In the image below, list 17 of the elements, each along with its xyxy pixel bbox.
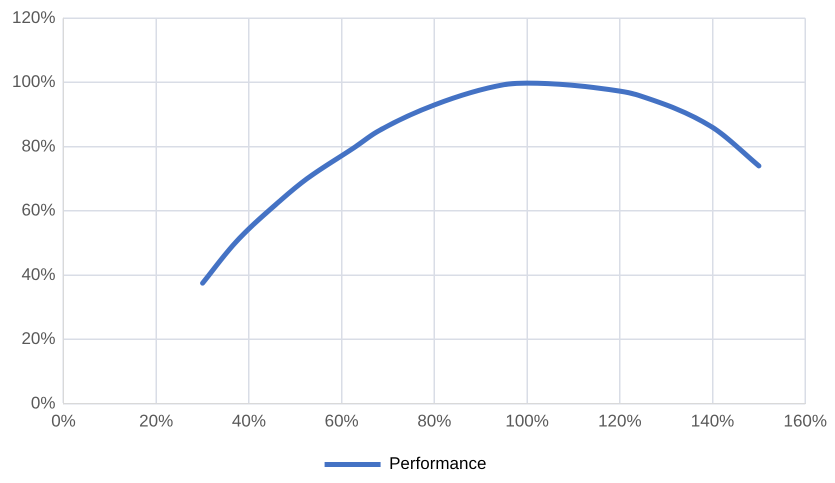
x-tick-label: 100% <box>505 411 549 430</box>
x-tick-label: 60% <box>324 411 359 430</box>
x-tick-label: 160% <box>784 411 827 430</box>
x-tick-label: 40% <box>232 411 266 430</box>
y-tick-label: 40% <box>21 264 56 284</box>
y-tick-label: 80% <box>21 136 56 156</box>
x-tick-label: 120% <box>598 411 642 430</box>
y-tick-label: 120% <box>12 8 56 27</box>
legend-label: Performance <box>389 454 486 474</box>
x-tick-label: 140% <box>690 411 734 430</box>
y-tick-label: 60% <box>21 200 56 220</box>
y-tick-label: 100% <box>12 72 56 92</box>
y-tick-label: 20% <box>21 329 56 348</box>
x-tick-label: 20% <box>139 411 174 430</box>
y-tick-label: 0% <box>30 393 56 412</box>
x-tick-label: 80% <box>417 411 452 430</box>
x-tick-label: 0% <box>51 411 76 430</box>
